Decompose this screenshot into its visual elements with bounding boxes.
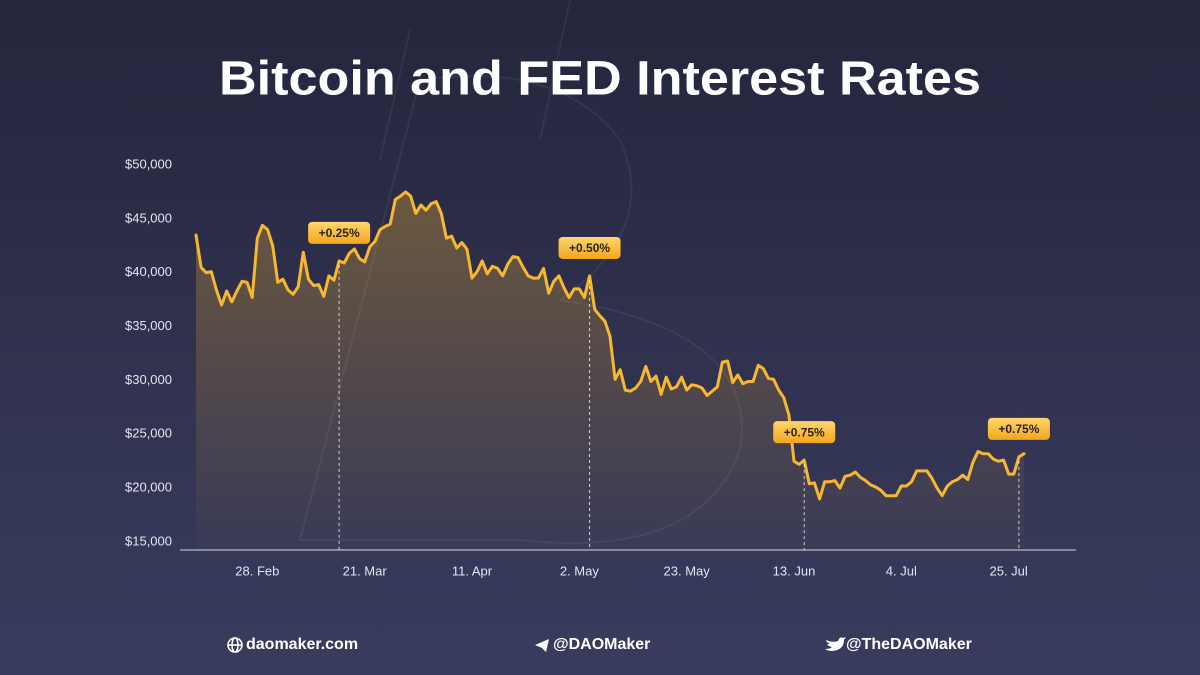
y-tick-label: $45,000 xyxy=(125,210,172,225)
hike-label: +0.75% xyxy=(784,425,825,439)
globe-icon xyxy=(227,637,243,653)
hike-pill: +0.75% xyxy=(773,421,836,444)
y-tick-label: $20,000 xyxy=(125,480,172,495)
y-tick-label: $50,000 xyxy=(125,156,172,171)
chart-title: Bitcoin and FED Interest Rates xyxy=(219,53,981,106)
y-tick-label: $35,000 xyxy=(125,318,172,333)
hike-pill: +0.75% xyxy=(987,417,1050,440)
x-tick-label: 21. Mar xyxy=(343,563,388,578)
x-tick-label: 13. Jun xyxy=(773,563,816,578)
hike-pill-bg xyxy=(773,421,836,444)
x-tick-label: 28. Feb xyxy=(235,563,279,578)
twitter-icon xyxy=(825,637,846,651)
x-tick-label: 11. Apr xyxy=(452,563,493,578)
footer-link: @DAOMaker xyxy=(553,636,650,653)
hike-pill-bg xyxy=(308,221,371,244)
x-tick-label: 25. Jul xyxy=(990,563,1028,578)
y-tick-label: $15,000 xyxy=(125,533,172,548)
x-tick-label: 4. Jul xyxy=(886,563,917,578)
hike-pill: +0.50% xyxy=(558,236,621,259)
hike-label: +0.50% xyxy=(569,241,610,255)
hike-pill-bg xyxy=(987,417,1050,440)
hike-label: +0.25% xyxy=(319,226,360,240)
x-tick-label: 2. May xyxy=(560,563,600,578)
y-tick-label: $40,000 xyxy=(125,264,172,279)
price-line xyxy=(194,190,1026,501)
footer-link: @TheDAOMaker xyxy=(846,636,972,653)
telegram-icon xyxy=(535,639,549,652)
hike-label: +0.75% xyxy=(998,422,1039,436)
footer: daomaker.com @DAOMaker @TheDAOMaker xyxy=(227,636,972,653)
hike-pill: +0.25% xyxy=(308,221,371,244)
footer-link: daomaker.com xyxy=(246,636,358,653)
area xyxy=(196,191,1024,550)
y-tick-label: $25,000 xyxy=(125,426,172,441)
hike-pill-bg xyxy=(558,236,621,259)
x-tick-label: 23. May xyxy=(664,563,711,578)
y-tick-label: $30,000 xyxy=(125,372,172,387)
